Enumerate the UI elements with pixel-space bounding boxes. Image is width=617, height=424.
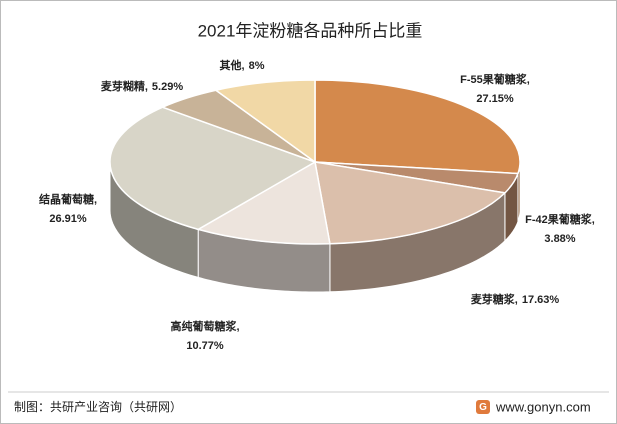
data-label-value: 3.88%	[544, 233, 575, 245]
logo-icon	[476, 400, 490, 414]
data-label-name: 结晶葡萄糖,	[38, 192, 97, 206]
data-label-value: 27.15%	[476, 93, 514, 105]
data-label-value: 5.29%	[152, 81, 183, 93]
data-label: 其他, 8%	[220, 58, 265, 72]
data-label-name: 高纯葡萄糖浆,	[170, 319, 239, 333]
data-label-name: F-55果葡糖浆,	[460, 72, 530, 86]
source: 制图：共研产业咨询（共研网）	[14, 399, 182, 414]
slice	[196, 160, 331, 245]
slice	[314, 161, 507, 245]
data-label: 麦芽糊精, 5.29%	[101, 79, 183, 93]
data-label-value: 8%	[249, 60, 265, 72]
website: www.gonyn.com	[495, 399, 591, 414]
data-label-value: 17.63%	[522, 294, 560, 306]
data-label-name: F-42果葡糖浆,	[525, 212, 595, 226]
slice	[214, 79, 316, 164]
logo: G	[476, 400, 490, 414]
data-label-name: 麦芽糊精,	[101, 79, 148, 93]
slice	[314, 79, 521, 175]
chart-title: 2021年淀粉糖各品种所占比重	[198, 21, 423, 40]
data-label-value: 10.77%	[186, 340, 224, 352]
data-label-name: 麦芽糖浆,	[471, 292, 518, 306]
data-label-value: 26.91%	[49, 213, 87, 225]
slice	[109, 106, 317, 231]
data-label-name: 其他,	[220, 58, 245, 72]
logo-mark: G	[479, 402, 487, 413]
data-label: 麦芽糖浆, 17.63%	[471, 292, 560, 306]
